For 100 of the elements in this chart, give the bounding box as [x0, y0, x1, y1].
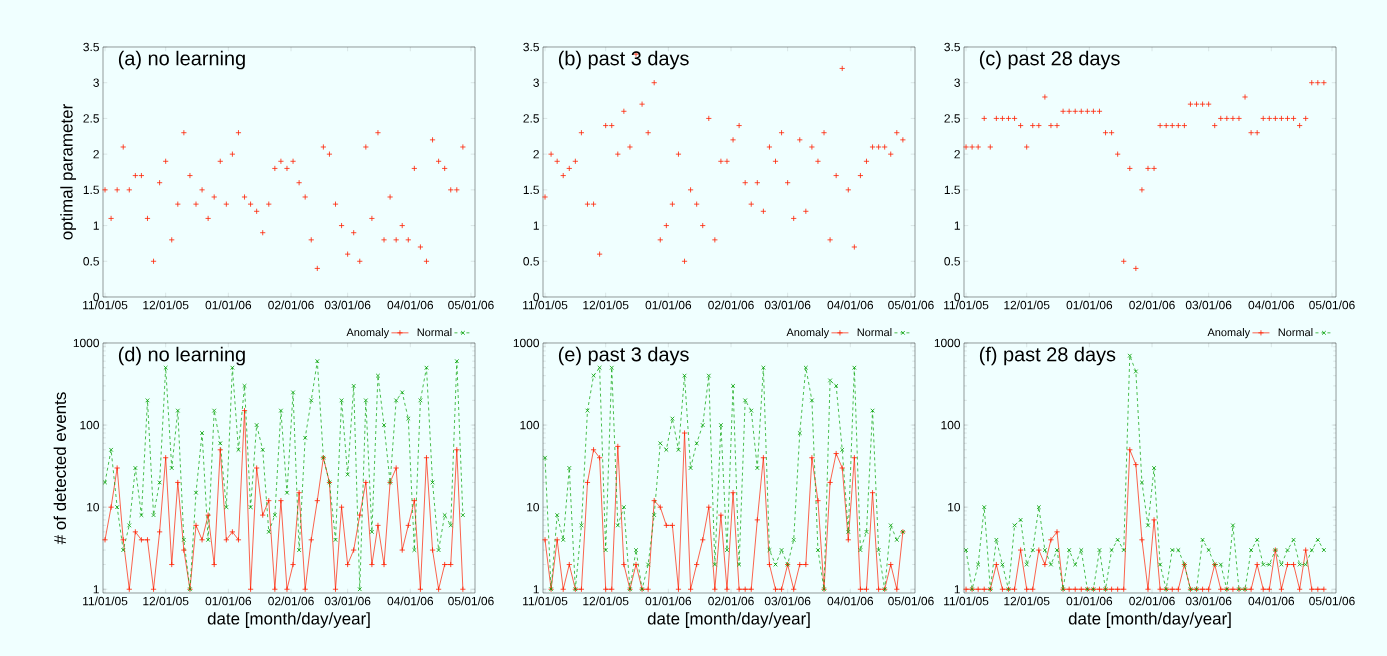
point [290, 158, 297, 165]
point [711, 236, 718, 243]
point [381, 236, 388, 243]
point [1278, 586, 1285, 593]
y-tick-label: 1000 [73, 338, 100, 348]
x-tick-label: 02/01/06 [1129, 596, 1175, 606]
point [875, 586, 882, 593]
point [742, 179, 749, 186]
point [120, 547, 126, 553]
point [1151, 516, 1158, 523]
point [845, 186, 852, 193]
point [1169, 122, 1176, 129]
point [808, 454, 815, 461]
point [314, 265, 321, 272]
point [560, 586, 567, 593]
point [687, 586, 694, 593]
point [1047, 536, 1054, 543]
x-tick-label: 02/01/06 [1129, 300, 1175, 310]
point [120, 143, 127, 150]
point [975, 586, 982, 593]
point [174, 201, 181, 208]
point [1030, 547, 1035, 553]
point [852, 365, 857, 370]
point [730, 489, 737, 496]
y-tick-label: 2 [954, 149, 960, 159]
point [669, 522, 676, 529]
point [302, 435, 308, 441]
point [676, 447, 681, 453]
y-tick-label: 1.5 [523, 185, 539, 195]
point [308, 536, 315, 543]
point [399, 547, 406, 554]
point [139, 512, 144, 518]
point [1248, 547, 1254, 553]
point [1181, 122, 1188, 129]
point [1066, 586, 1073, 593]
x-tick-label: 01/01/06 [1066, 300, 1113, 310]
point [778, 129, 785, 136]
point [1023, 143, 1030, 150]
point [1024, 562, 1029, 567]
point [169, 465, 174, 471]
point [1066, 547, 1072, 553]
point [157, 480, 162, 485]
point [749, 408, 754, 413]
point [614, 151, 621, 158]
point [742, 586, 749, 593]
point [162, 454, 169, 461]
point [442, 512, 447, 518]
point [417, 586, 424, 593]
point [411, 497, 418, 504]
point [1285, 547, 1290, 553]
point [205, 512, 212, 519]
point [277, 497, 284, 504]
point [447, 186, 454, 193]
point [760, 454, 767, 461]
point [1029, 586, 1036, 593]
y-tick-label: 1000 [513, 338, 540, 348]
legend-label: Normal [1278, 328, 1313, 337]
point [981, 504, 987, 510]
point [893, 129, 900, 136]
point [615, 523, 621, 528]
point [283, 586, 290, 593]
point [266, 529, 272, 535]
point [839, 464, 846, 471]
point [633, 547, 639, 553]
point [248, 504, 253, 510]
point [259, 512, 266, 519]
point [736, 122, 743, 129]
point [1272, 115, 1279, 122]
point [241, 193, 248, 200]
point [863, 586, 870, 593]
point [412, 547, 417, 553]
point [626, 143, 633, 150]
point [651, 79, 658, 86]
point [688, 465, 693, 471]
point [736, 586, 743, 593]
point [180, 547, 187, 554]
point [217, 158, 224, 165]
y-tick-label: 2.5 [523, 114, 539, 123]
y-tick-label: 0 [93, 292, 100, 302]
point [1060, 108, 1067, 115]
y-tick-label: 10 [527, 502, 540, 512]
point [350, 547, 357, 554]
point [399, 390, 405, 395]
y-tick-label: 1 [93, 585, 99, 594]
point [1115, 537, 1120, 543]
point [742, 398, 748, 403]
point [1242, 94, 1249, 100]
point [621, 504, 627, 510]
x-tick-label: 12/01/05 [1004, 300, 1050, 310]
point [736, 562, 742, 567]
point [766, 143, 773, 150]
point [302, 586, 309, 593]
point [657, 504, 664, 511]
y-tick-label: 0.5 [523, 257, 539, 266]
point [350, 229, 357, 236]
point [1035, 122, 1042, 129]
point [1072, 586, 1079, 593]
point [156, 179, 163, 186]
point [566, 165, 573, 172]
point [223, 201, 230, 208]
